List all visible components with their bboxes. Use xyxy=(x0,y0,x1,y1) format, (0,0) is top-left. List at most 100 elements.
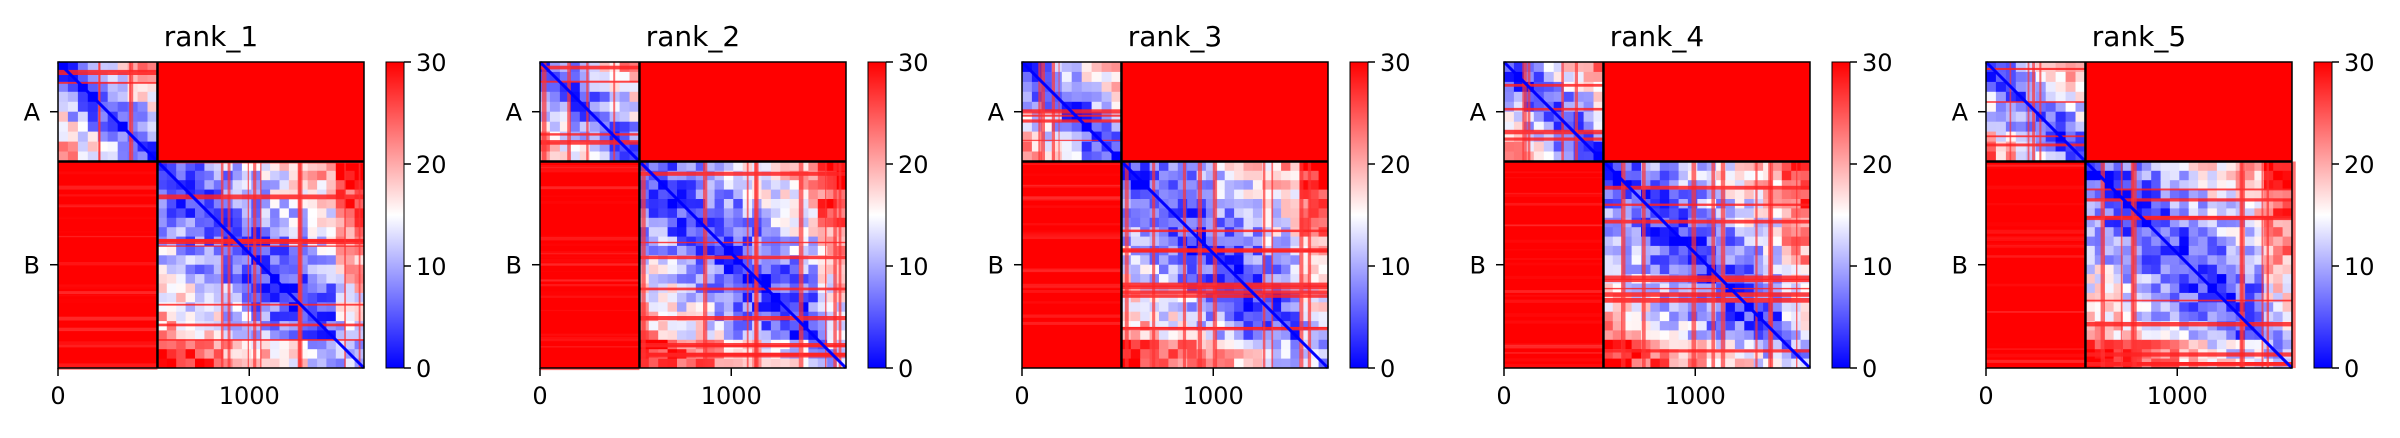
heatmap-cell xyxy=(2169,189,2180,200)
heatmap-cell xyxy=(1513,111,1525,123)
heatmap-cell xyxy=(1318,311,1329,322)
heatmap-cell xyxy=(2226,161,2237,172)
heatmap-cell xyxy=(137,91,148,103)
heatmap-cell xyxy=(2094,264,2105,275)
heatmap-cell xyxy=(1612,180,1623,191)
heatmap-cell xyxy=(2075,81,2086,93)
heatmap-cell xyxy=(799,292,809,303)
heatmap-cell xyxy=(2045,101,2057,113)
heatmap-cell xyxy=(780,358,791,369)
heatmap-cell xyxy=(2160,208,2171,219)
heatmap-stripe xyxy=(58,286,158,289)
heatmap-cell xyxy=(260,208,271,219)
heatmap-cell xyxy=(1215,311,1226,322)
heatmap-cell xyxy=(2169,199,2180,209)
heatmap-cell xyxy=(714,189,725,200)
heatmap-cell xyxy=(1650,180,1661,191)
heatmap-cell xyxy=(1168,358,1179,369)
heatmap-cell xyxy=(1753,264,1764,275)
heatmap-stripe xyxy=(1182,161,1186,369)
heatmap-cell xyxy=(260,274,271,284)
heatmap-cell xyxy=(836,189,847,200)
heatmap-cell xyxy=(345,330,356,341)
heatmap-cell xyxy=(1299,349,1310,360)
heatmap-cell xyxy=(705,208,716,219)
heatmap-cell xyxy=(2179,208,2190,219)
heatmap-cell xyxy=(1659,349,1670,360)
heatmap-cell xyxy=(705,245,716,256)
colorbar xyxy=(2313,61,2333,369)
heatmap-cell xyxy=(1612,311,1623,322)
heatmap-cell xyxy=(667,255,678,266)
heatmap-cell xyxy=(2254,180,2265,191)
heatmap-cell xyxy=(307,170,318,181)
heatmap-cell xyxy=(1243,321,1254,331)
heatmap-cell xyxy=(1744,311,1755,322)
heatmap-stripe xyxy=(1197,161,1202,369)
heatmap-stripe xyxy=(540,284,640,287)
heatmap-stripe xyxy=(58,295,158,297)
heatmap-cell xyxy=(2207,245,2218,256)
heatmap-cell xyxy=(1573,151,1584,162)
heatmap-cell xyxy=(1061,121,1073,133)
heatmap-cell xyxy=(2160,330,2171,341)
heatmap-cell xyxy=(1543,91,1555,103)
heatmap-cell xyxy=(166,330,177,341)
heatmap-cell xyxy=(1041,111,1053,123)
heatmap-cell xyxy=(2015,151,2027,162)
heatmap-cell xyxy=(2245,339,2255,350)
heatmap-cell xyxy=(705,330,716,341)
heatmap-cell xyxy=(317,199,327,209)
heatmap-cell xyxy=(1504,121,1515,133)
heatmap-cell xyxy=(2245,311,2255,322)
heatmap-cell xyxy=(1130,227,1141,238)
heatmap-cell xyxy=(1281,227,1291,238)
heatmap-cell xyxy=(2282,274,2293,284)
heatmap-cell xyxy=(2226,236,2237,247)
heatmap-cell xyxy=(195,274,205,284)
heatmap-cell xyxy=(1753,227,1764,238)
heatmap-stripe xyxy=(1986,222,2086,227)
heatmap-cell xyxy=(1234,255,1244,266)
heatmap-cell xyxy=(2132,245,2143,256)
heatmap-cell xyxy=(2179,311,2190,322)
heatmap-cell xyxy=(1130,302,1141,313)
heatmap-cell xyxy=(1140,208,1151,219)
heatmap-cell xyxy=(836,199,847,209)
heatmap-cell xyxy=(2113,302,2124,313)
heatmap-cell xyxy=(1669,236,1680,247)
heatmap-cell xyxy=(2169,302,2180,313)
heatmap-cell xyxy=(1081,131,1093,142)
heatmap-cell xyxy=(2151,255,2162,266)
heatmap-cell xyxy=(260,302,271,313)
heatmap-cell xyxy=(1309,189,1320,200)
heatmap-diagonal xyxy=(156,160,366,370)
heatmap-cell xyxy=(1130,161,1141,172)
heatmap-stripe xyxy=(2085,299,2293,302)
heatmap-stripe xyxy=(1504,262,1604,266)
heatmap-cell xyxy=(270,217,280,228)
heatmap-cell xyxy=(1111,141,1122,152)
heatmap-cell xyxy=(1697,170,1708,181)
heatmap-cell xyxy=(1734,339,1745,350)
heatmap-cell xyxy=(195,227,205,238)
heatmap-cell xyxy=(2198,161,2208,172)
heatmap-cell xyxy=(686,292,697,303)
heatmap-cell xyxy=(714,358,725,369)
heatmap-cell xyxy=(77,141,89,152)
heatmap-cell xyxy=(1224,255,1235,266)
heatmap-cell xyxy=(723,236,734,247)
heatmap-cell xyxy=(1603,180,1614,191)
heatmap-cell xyxy=(1593,131,1604,142)
heatmap-cell xyxy=(2188,283,2199,294)
heatmap-cell xyxy=(2113,283,2124,294)
heatmap-cell xyxy=(157,330,168,341)
heatmap-cell xyxy=(1659,245,1670,256)
heatmap-cell xyxy=(1593,71,1604,83)
heatmap-cell xyxy=(87,62,99,73)
heatmap-cell xyxy=(1318,339,1329,350)
heatmap-cell xyxy=(298,208,309,219)
heatmap-cell xyxy=(1205,217,1216,228)
heatmap-cell xyxy=(260,358,271,369)
